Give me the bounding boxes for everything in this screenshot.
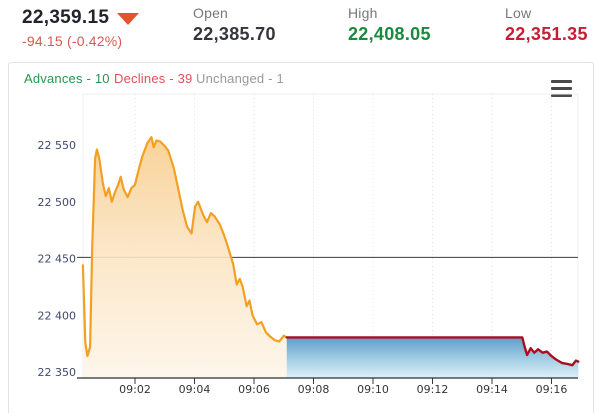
pre-open-session-area [82, 137, 287, 378]
price-change: -94.15 (-0.42%) [22, 33, 123, 49]
stat-low-value: 22,351.35 [505, 24, 588, 44]
x-tick-label: 09:02 [119, 383, 151, 396]
current-price-block: 22,359.15 -94.15 (-0.42%) [22, 7, 140, 49]
stat-open: Open 22,385.70 [193, 5, 276, 45]
y-tick-label: 22 500 [38, 196, 77, 209]
x-tick-label: 09:16 [536, 383, 568, 396]
price-chart[interactable]: 09:02 09:04 09:06 09:08 09:10 09:12 09:14 09:16… [8, 90, 593, 413]
y-tick-label: 22 450 [38, 253, 77, 266]
regular-session-line [285, 336, 580, 367]
x-tick-label: 09:04 [179, 383, 211, 396]
unchanged-count: Unchanged - 1 [196, 71, 284, 86]
stat-high-label: High [348, 5, 378, 21]
y-tick-label: 22 350 [38, 366, 77, 379]
stat-high-value: 22,408.05 [348, 24, 431, 44]
x-tick-label: 09:06 [238, 383, 270, 396]
stat-low-label: Low [505, 5, 532, 21]
stat-high: High 22,408.05 [348, 5, 431, 45]
x-tick-label: 09:12 [417, 383, 449, 396]
stat-open-label: Open [193, 5, 229, 21]
y-tick-label: 22 400 [38, 309, 77, 322]
declines-count: Declines - 39 [114, 71, 193, 86]
y-tick-label: 22 550 [38, 139, 77, 152]
current-price: 22,359.15 [22, 7, 110, 28]
x-tick-label: 09:08 [298, 383, 330, 396]
chart-menu-icon[interactable] [551, 80, 572, 98]
down-triangle-icon [117, 13, 140, 25]
advances-count: Advances - 10 [24, 71, 110, 86]
stat-low: Low 22,351.35 [505, 5, 588, 45]
stat-open-value: 22,385.70 [193, 24, 276, 44]
x-tick-label: 09:10 [357, 383, 389, 396]
pre-open-session-line [81, 136, 288, 358]
regular-session-area [286, 337, 579, 378]
x-tick-label: 09:14 [476, 383, 508, 396]
